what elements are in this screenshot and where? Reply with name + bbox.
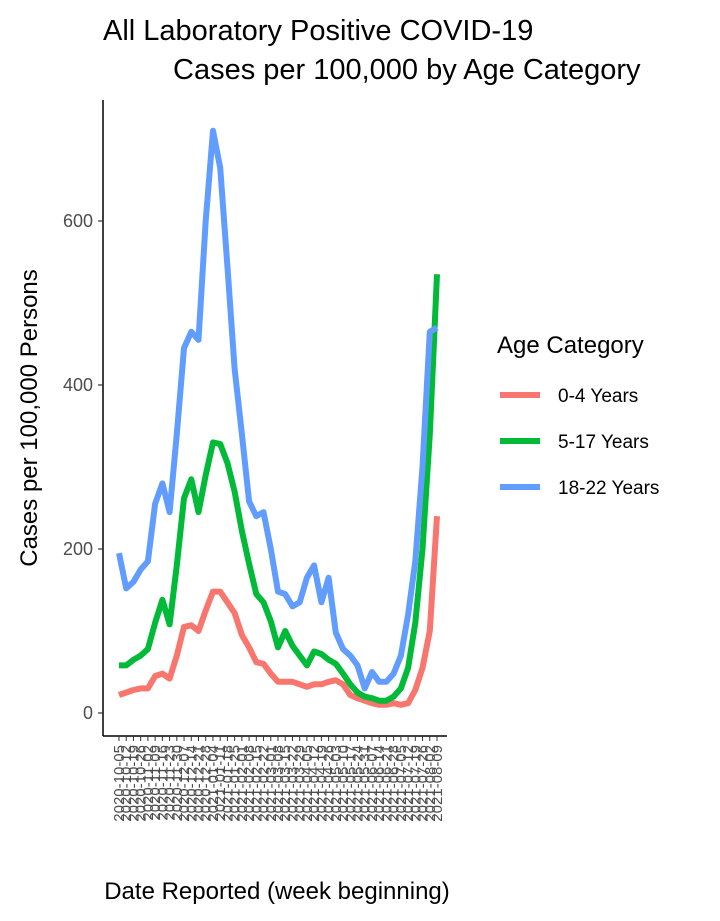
x-tick-label: 2021-03-01 [263,745,280,822]
y-tick-label: 600 [63,211,93,231]
x-tick-label: 2020-10-05 [111,745,128,822]
series-line-1 [118,516,440,708]
x-tick-label: 2021-04-12 [306,745,323,822]
chart-title-line-1: All Laboratory Positive COVID-19 [103,15,533,47]
x-tick-label: 2020-12-14 [183,745,200,822]
x-tick-label: 2021-02-22 [256,745,273,822]
x-tick-label: 2021-07-19 [407,745,424,822]
x-tick-label: 2021-01-25 [227,745,244,822]
x-tick-label: 2020-11-23 [162,745,179,821]
x-tick-label: 2021-02-15 [248,745,265,822]
y-axis: 0 200 400 600 [63,100,104,736]
x-tick-label: 2021-03-29 [292,745,309,822]
x-tick-label: 2021-02-08 [241,745,258,822]
x-tick-label: 2021-04-19 [313,745,330,822]
series-line-3 [116,127,439,692]
x-tick-label: 2021-03-08 [270,745,287,822]
x-tick-label: 2021-07-05 [393,745,410,822]
legend-label-2: 5-17 Years [558,432,649,453]
x-tick-label: 2021-05-10 [335,745,352,822]
series-line-2 [119,274,440,704]
x-tick-label: 2021-07-12 [400,745,417,822]
x-tick-label: 2020-11-30 [169,745,186,821]
y-tick-label: 400 [63,375,93,395]
legend: Age Category 0-4 Years 5-17 Years 18-22 Ye… [497,332,659,499]
x-tick-label: 2021-08-09 [429,745,446,822]
x-tick-label: 2021-06-14 [371,745,388,822]
x-tick-label: 2020-12-07 [176,745,193,822]
x-tick-label: 2020-11-16 [154,745,171,821]
y-axis-title: Cases per 100,000 Persons [16,269,43,567]
x-axis-title: Date Reported (week beginning) [104,878,450,905]
legend-label-1: 0-4 Years [558,386,638,407]
x-tick-label: 2021-05-17 [342,745,359,822]
plot-area [116,127,440,708]
legend-title: Age Category [497,332,644,359]
x-tick-label: 2020-12-21 [191,745,208,822]
x-tick-label: 2021-05-24 [350,745,367,822]
x-tick-label: 2021-01-18 [219,745,236,822]
x-tick-label: 2021-03-22 [285,745,302,822]
x-tick-label: 2021-04-26 [321,745,338,822]
x-tick-label: 2020-11-02 [140,745,157,821]
x-tick-label: 2021-05-31 [357,745,374,822]
x-axis: 2020-10-052020-10-122020-10-192020-10-26… [103,735,447,822]
y-tick-label: 0 [83,703,93,723]
x-tick-label: 2021-01-11 [212,745,229,821]
x-tick-label: 2021-06-21 [378,745,395,822]
x-tick-label: 2021-06-07 [364,745,381,822]
legend-label-3: 18-22 Years [558,478,659,499]
x-tick-label: 2021-06-28 [386,745,403,822]
x-tick-label: 2020-11-09 [147,745,164,821]
x-tick-label: 2020-10-19 [126,745,143,822]
x-tick-label: 2021-03-15 [277,745,294,822]
y-tick-label: 200 [63,539,93,559]
x-tick-label: 2021-01-04 [205,745,222,822]
x-tick-label: 2020-10-26 [133,745,150,822]
x-tick-label: 2021-07-26 [415,745,432,822]
x-tick-label: 2020-12-28 [198,745,215,822]
x-tick-label: 2021-08-02 [422,745,439,822]
x-tick-label: 2020-10-12 [118,745,135,822]
x-tick-label: 2021-04-05 [299,745,316,822]
x-tick-label: 2021-02-01 [234,745,251,822]
x-tick-label: 2021-05-03 [328,745,345,822]
chart-title-line-2: Cases per 100,000 by Age Category [173,54,641,86]
